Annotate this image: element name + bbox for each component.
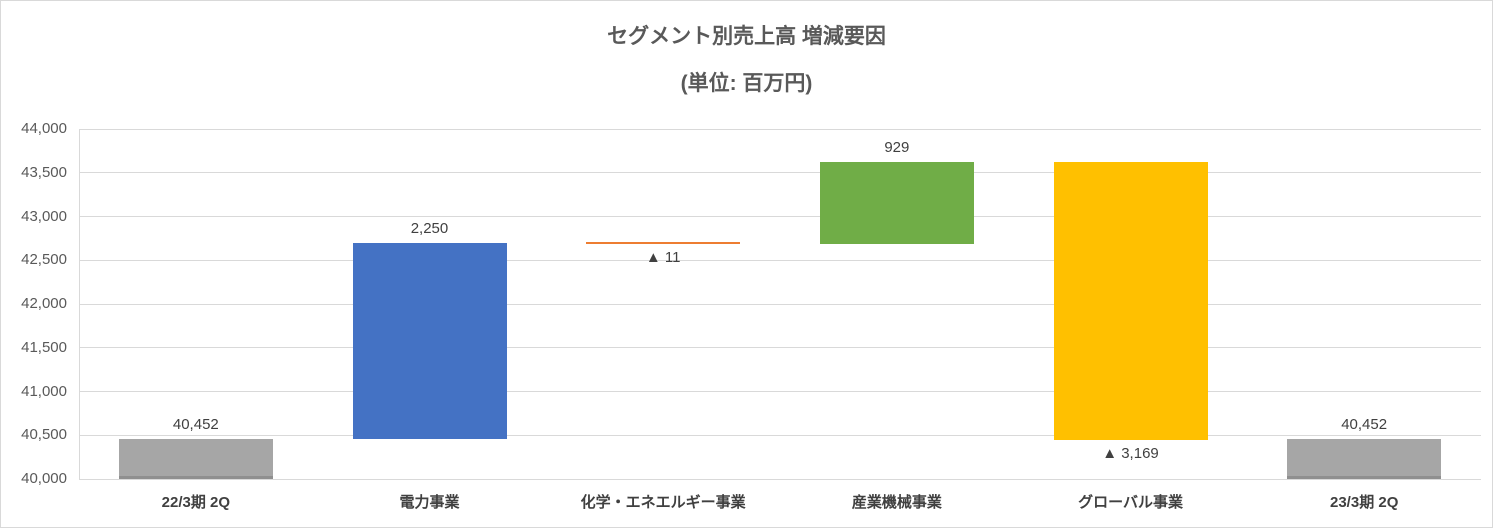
bar-value-label: 40,452 [1341, 416, 1388, 434]
bar-value-label: 40,452 [172, 416, 219, 434]
bar-value-label: 2,250 [410, 219, 449, 237]
y-tick-label: 41,000 [21, 382, 67, 400]
x-axis: 22/3期 2Q 電力事業 化学・エネエルギー事業 産業機械事業 グローバル事業 23/3… [79, 491, 1481, 512]
gridline [79, 128, 1481, 130]
gridline [79, 216, 1481, 217]
y-tick-label: 40,000 [21, 470, 67, 487]
y-tick-label: 41,500 [21, 338, 67, 356]
category-label: 産業機械事業 [851, 494, 942, 511]
category-label: 化学・エネエルギー事業 [580, 494, 746, 511]
gridline [79, 303, 1481, 305]
gridline [79, 259, 1481, 261]
waterfall-bar-4 [819, 162, 974, 244]
waterfall-bar-3 [586, 241, 741, 244]
bar-value-label: ▲ 11 [645, 248, 681, 266]
y-axis-line [79, 129, 80, 479]
gridline [79, 347, 1481, 349]
y-tick-label: 43,000 [21, 207, 67, 225]
chart-title: セグメント別売上高 増減要因 [607, 25, 886, 48]
bar-value-label: 929 [884, 139, 910, 157]
category-label: グローバル事業 [1078, 494, 1183, 511]
category-label: 23/3期 2Q [1330, 494, 1399, 511]
title-block: セグメント別売上高 増減要因 (単位: 百万円) [1, 23, 1492, 98]
gridline [79, 172, 1481, 174]
waterfall-bar-6 [1287, 439, 1442, 479]
gridline [79, 391, 1481, 392]
y-tick-label: 44,000 [21, 120, 67, 137]
bar-value-label: ▲ 3,169 [1102, 444, 1159, 462]
y-tick-label: 42,500 [21, 251, 67, 269]
gridline [79, 434, 1481, 436]
y-tick-label: 40,500 [21, 426, 67, 444]
plot-area: 40,452 2,250 ▲ 11 929 ▲ 3,169 40,452 [79, 128, 1481, 480]
waterfall-bar-5 [1053, 162, 1208, 440]
waterfall-bar-1 [118, 439, 273, 479]
category-label: 電力事業 [399, 494, 460, 511]
y-tick-label: 42,000 [21, 295, 67, 312]
chart-subtitle: (単位: 百万円) [680, 72, 813, 95]
category-label: 22/3期 2Q [161, 494, 231, 511]
y-tick-label: 43,500 [21, 163, 67, 181]
gridline [79, 478, 1481, 480]
waterfall-bar-2 [352, 242, 507, 440]
